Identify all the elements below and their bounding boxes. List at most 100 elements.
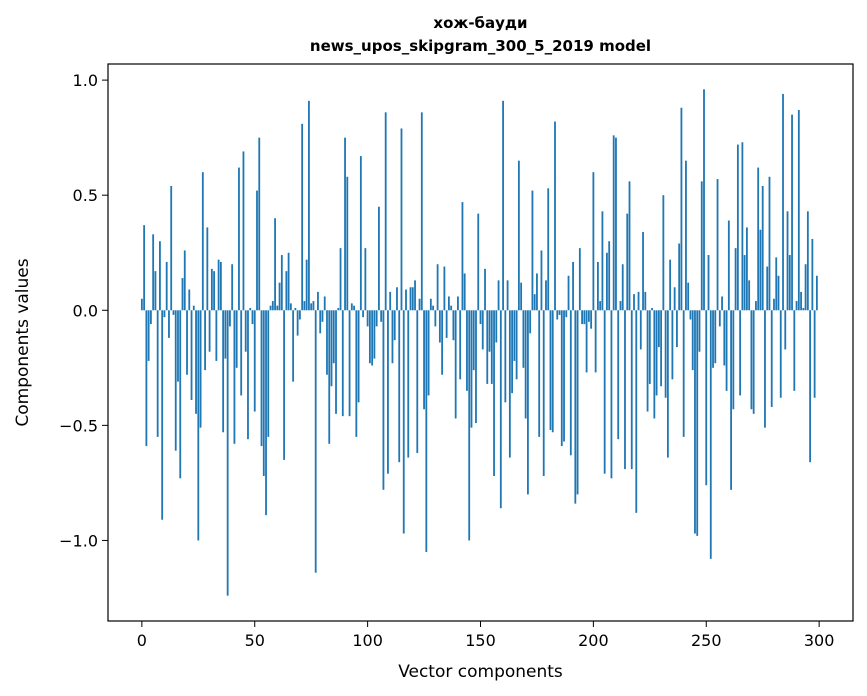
bar-200 [592, 172, 595, 311]
bar-151 [481, 310, 484, 350]
x-tick-label: 100 [352, 631, 383, 650]
bar-76 [312, 301, 315, 311]
bar-195 [581, 310, 583, 325]
bar-117 [405, 289, 407, 311]
bar-42 [235, 310, 238, 368]
bars-group [140, 89, 818, 596]
bar-231 [662, 195, 665, 311]
bar-41 [233, 310, 236, 444]
bar-32 [213, 271, 216, 311]
bar-159 [499, 310, 502, 509]
bar-61 [278, 282, 281, 311]
y-tick-label: 0.5 [73, 186, 98, 205]
bar-114 [398, 310, 401, 463]
bar-254 [714, 310, 717, 364]
bar-155 [490, 310, 493, 384]
bar-110 [389, 291, 392, 311]
bar-138 [452, 310, 455, 341]
bar-294 [804, 264, 807, 311]
bar-227 [653, 310, 656, 419]
bar-150 [479, 310, 482, 325]
bar-282 [777, 275, 780, 311]
bar-56 [267, 310, 270, 437]
bar-97 [359, 156, 362, 311]
bar-166 [515, 310, 518, 380]
bar-232 [664, 310, 667, 398]
bar-68 [294, 307, 297, 311]
bar-221 [639, 310, 642, 350]
y-ticks: −1.0 −0.5 0.0 0.5 1.0 [59, 71, 108, 550]
bar-2 [145, 310, 148, 447]
bar-18 [181, 278, 184, 311]
bar-295 [806, 211, 809, 311]
bar-256 [718, 310, 721, 327]
bar-49 [251, 310, 254, 325]
bar-51 [256, 190, 258, 311]
bar-219 [635, 310, 638, 513]
bar-92 [348, 310, 351, 417]
bar-269 [748, 280, 751, 311]
bar-235 [671, 310, 674, 380]
bar-286 [786, 211, 789, 311]
bar-237 [676, 310, 678, 348]
bar-29 [206, 227, 209, 311]
bar-168 [520, 282, 523, 311]
bar-216 [628, 181, 631, 311]
bar-217 [630, 310, 633, 470]
bar-75 [310, 303, 313, 311]
bar-27 [201, 172, 204, 311]
bar-285 [784, 310, 787, 350]
bar-177 [540, 250, 543, 311]
x-tick-label: 50 [245, 631, 265, 650]
bar-71 [301, 123, 304, 311]
bar-69 [296, 310, 299, 336]
bar-59 [274, 218, 276, 311]
bar-145 [468, 310, 471, 541]
bar-113 [396, 287, 398, 311]
bar-165 [513, 310, 516, 361]
bar-143 [463, 273, 466, 311]
bar-189 [567, 275, 570, 311]
bar-37 [224, 310, 227, 359]
bar-149 [477, 213, 480, 311]
chart-title-line-1: хож-бауди [433, 14, 527, 32]
bar-112 [393, 310, 396, 341]
bar-74 [308, 100, 310, 311]
bar-19 [183, 250, 186, 311]
x-tick-label: 150 [465, 631, 496, 650]
bar-196 [583, 310, 586, 325]
y-tick-label: 0.0 [73, 301, 98, 320]
bar-288 [791, 114, 793, 311]
bar-66 [289, 303, 292, 311]
bar-169 [522, 310, 525, 368]
bar-271 [752, 310, 755, 414]
bar-153 [486, 310, 489, 384]
bar-296 [809, 310, 812, 463]
bar-264 [736, 144, 739, 311]
bar-280 [773, 298, 775, 311]
bar-260 [727, 220, 730, 311]
plot-frame [107, 63, 854, 622]
bar-14 [172, 310, 175, 315]
bar-15 [174, 310, 177, 451]
bar-54 [262, 310, 265, 476]
bar-82 [326, 310, 328, 375]
bar-38 [226, 310, 229, 596]
x-tick-label: 200 [578, 631, 609, 650]
bar-127 [427, 310, 430, 396]
y-axis-label: Components values [13, 258, 33, 426]
x-axis-label: Vector components [398, 662, 563, 682]
bar-23 [192, 305, 195, 311]
bar-248 [700, 181, 703, 311]
bar-43 [238, 167, 240, 311]
bar-187 [563, 310, 565, 442]
bar-192 [574, 310, 577, 504]
bar-255 [716, 179, 719, 311]
bar-241 [685, 160, 687, 311]
bar-228 [655, 310, 658, 396]
bar-4 [149, 310, 152, 325]
bar-290 [795, 301, 798, 311]
bar-39 [229, 310, 231, 327]
bar-17 [179, 310, 182, 479]
bar-184 [556, 310, 559, 320]
